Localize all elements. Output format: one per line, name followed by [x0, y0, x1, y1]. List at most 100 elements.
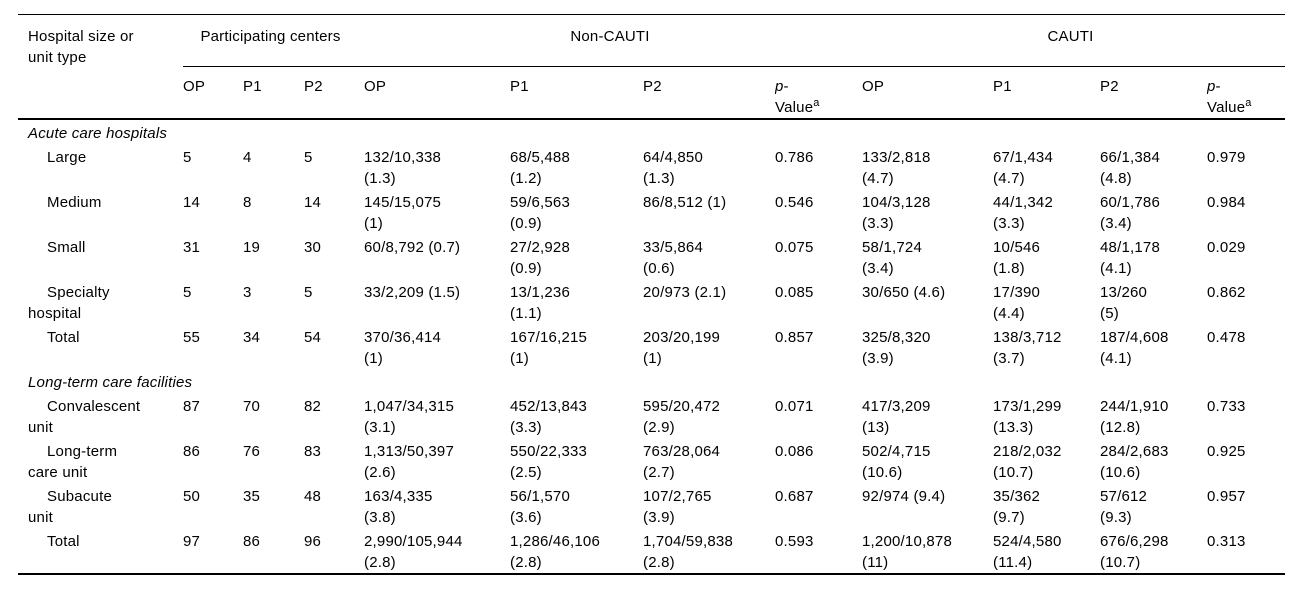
- cell: 30: [304, 239, 322, 256]
- spanner-cauti: CAUTI: [862, 14, 1285, 67]
- cell: 1,200/10,878 (11): [862, 533, 952, 571]
- cell: 5: [183, 149, 192, 166]
- cell: 0.086: [775, 443, 814, 460]
- cell: 31: [183, 239, 201, 256]
- table-body: Acute care hospitals Large 5 4 5 132/10,338 (…: [18, 119, 1285, 574]
- cell: 325/8,320 (3.9): [862, 329, 931, 367]
- cell: 763/28,064 (2.7): [643, 443, 721, 481]
- cell: 370/36,414 (1): [364, 329, 442, 367]
- cell: 203/20,199 (1): [643, 329, 721, 367]
- row-label: Small: [47, 239, 86, 256]
- cell: 35: [243, 488, 261, 505]
- results-table: Hospital size or unit type Participating…: [18, 14, 1285, 575]
- cell: 20/973 (2.1): [643, 284, 727, 301]
- cell: 104/3,128 (3.3): [862, 194, 931, 232]
- cell: 13/1,236 (1.1): [510, 284, 570, 322]
- cell: 502/4,715 (10.6): [862, 443, 931, 481]
- cell: 0.979: [1207, 149, 1246, 166]
- cell: 92/974 (9.4): [862, 488, 946, 505]
- cell: 4: [243, 149, 252, 166]
- cell: 86/8,512 (1): [643, 194, 727, 211]
- cell: 163/4,335 (3.8): [364, 488, 433, 526]
- p-value-italic-p: p: [775, 78, 784, 95]
- column-header-op: OP: [862, 66, 993, 120]
- cell: 76: [243, 443, 261, 460]
- section-row: Acute care hospitals: [18, 119, 1285, 144]
- row-label: Convalescent unit: [28, 398, 141, 436]
- cell: 55: [183, 329, 201, 346]
- cell: 133/2,818 (4.7): [862, 149, 931, 187]
- column-header-p2: P2: [1100, 66, 1207, 120]
- cell: 10/546 (1.8): [993, 239, 1041, 277]
- cell: 86: [243, 533, 261, 550]
- cell: 0.733: [1207, 398, 1246, 415]
- table-row: Convalescent unit 87 70 82 1,047/34,315 (3.1…: [18, 393, 1285, 438]
- row-label: Large: [47, 149, 87, 166]
- section-row: Long-term care facilities: [18, 369, 1285, 393]
- cell: 0.071: [775, 398, 814, 415]
- cell: 0.478: [1207, 329, 1246, 346]
- cell: 2,990/105,944 (2.8): [364, 533, 463, 571]
- cell: 70: [243, 398, 261, 415]
- column-header-op: OP: [364, 66, 510, 120]
- footnote-marker-a: a: [813, 97, 820, 109]
- cell: 68/5,488 (1.2): [510, 149, 570, 187]
- cell: 138/3,712 (3.7): [993, 329, 1062, 367]
- cell: 67/1,434 (4.7): [993, 149, 1053, 187]
- section-title: Acute care hospitals: [28, 125, 168, 142]
- cell: 56/1,570 (3.6): [510, 488, 570, 526]
- spanner-non-cauti: Non-CAUTI: [364, 14, 862, 67]
- results-table-container: Hospital size or unit type Participating…: [18, 14, 1290, 575]
- table-row: Medium 14 8 14 145/15,075 (1) 59/6,563 (0.9) 8…: [18, 189, 1285, 234]
- cell: 34: [243, 329, 261, 346]
- cell: 57/612 (9.3): [1100, 488, 1148, 526]
- cell: 524/4,580 (11.4): [993, 533, 1062, 571]
- cell: 107/2,765 (3.9): [643, 488, 712, 526]
- cell: 48/1,178 (4.1): [1100, 239, 1160, 277]
- cell: 8: [243, 194, 252, 211]
- p-value-dash: -: [1215, 78, 1221, 95]
- p-value-italic-p: p: [1207, 78, 1216, 95]
- cell: 0.687: [775, 488, 814, 505]
- p-value-dash: -: [783, 78, 789, 95]
- cell: 550/22,333 (2.5): [510, 443, 588, 481]
- cell: 0.862: [1207, 284, 1246, 301]
- cell: 54: [304, 329, 322, 346]
- spanner-participating-centers: Participating centers: [183, 14, 364, 67]
- column-header-p1: P1: [993, 66, 1100, 120]
- table-row: Large 5 4 5 132/10,338 (1.3) 68/5,488 (1.2) 64…: [18, 144, 1285, 189]
- cell: 0.786: [775, 149, 814, 166]
- cell: 83: [304, 443, 322, 460]
- cell: 35/362 (9.7): [993, 488, 1041, 526]
- cell: 0.857: [775, 329, 814, 346]
- cell: 64/4,850 (1.3): [643, 149, 703, 187]
- cell: 284/2,683 (10.6): [1100, 443, 1169, 481]
- cell: 5: [304, 284, 313, 301]
- cell: 66/1,384 (4.8): [1100, 149, 1160, 187]
- cell: 0.085: [775, 284, 814, 301]
- column-header-op: OP: [183, 66, 243, 120]
- cell: 0.984: [1207, 194, 1246, 211]
- cell: 0.029: [1207, 239, 1246, 256]
- cell: 0.925: [1207, 443, 1246, 460]
- column-header-row: OP P1 P2 OP P1 P2 p- Valuea OP P1 P2 p- Va…: [18, 66, 1285, 120]
- cell: 60/8,792 (0.7): [364, 239, 461, 256]
- spanner-header-row: Hospital size or unit type Participating…: [18, 14, 1285, 120]
- row-label: Medium: [47, 194, 102, 211]
- cell: 218/2,032 (10.7): [993, 443, 1062, 481]
- cell: 1,313/50,397 (2.6): [364, 443, 454, 481]
- cell: 27/2,928 (0.9): [510, 239, 570, 277]
- column-header-p-value: p- Valuea: [775, 66, 862, 120]
- cell: 173/1,299 (13.3): [993, 398, 1062, 436]
- cell: 59/6,563 (0.9): [510, 194, 570, 232]
- cell: 86: [183, 443, 201, 460]
- column-header-p1: P1: [243, 66, 304, 120]
- cell: 0.593: [775, 533, 814, 550]
- cell: 167/16,215 (1): [510, 329, 588, 367]
- cell: 14: [183, 194, 201, 211]
- cell: 60/1,786 (3.4): [1100, 194, 1160, 232]
- cell: 595/20,472 (2.9): [643, 398, 721, 436]
- cell: 1,704/59,838 (2.8): [643, 533, 733, 571]
- column-header-p1: P1: [510, 66, 643, 120]
- section-title: Long-term care facilities: [28, 374, 193, 391]
